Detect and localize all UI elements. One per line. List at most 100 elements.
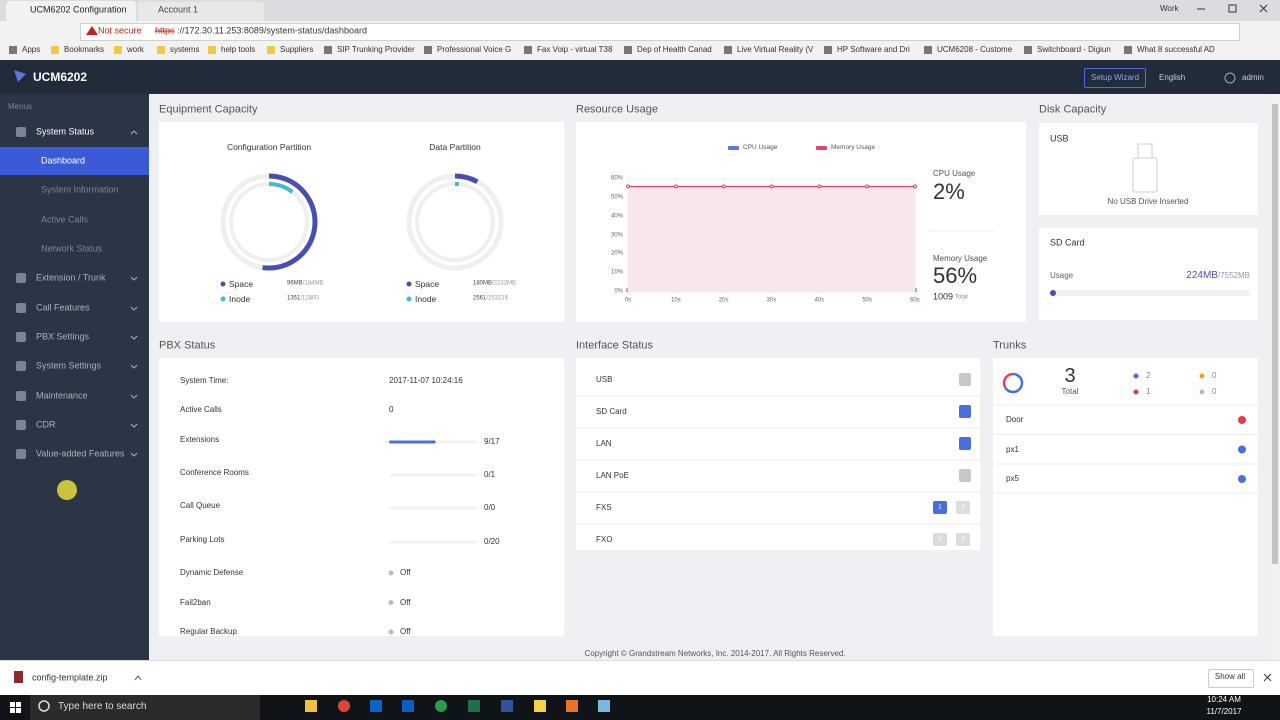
section-title: PBX Status xyxy=(159,339,216,352)
download-file[interactable]: config-template.zip xyxy=(32,672,108,683)
submenu-item[interactable]: Network Status xyxy=(41,243,103,254)
section-title: Equipment Capacity xyxy=(159,103,258,116)
y-tick-label: 60% xyxy=(610,175,623,182)
menu-item[interactable]: Value-added Features xyxy=(36,448,125,459)
section-title: Disk Capacity xyxy=(1039,103,1107,116)
tab-strip xyxy=(0,0,1280,21)
usage-used: 1351 xyxy=(287,295,301,302)
trunk-stat: 1 xyxy=(1146,387,1151,397)
trunk-total-label: Total xyxy=(1061,387,1079,397)
sidebar xyxy=(0,94,149,660)
bookmark[interactable]: systems xyxy=(170,45,200,55)
status-label: Parking Lots xyxy=(180,535,225,545)
show-all-button[interactable] xyxy=(1208,669,1254,688)
bookmark[interactable]: Switchboard - Digiun xyxy=(1037,45,1111,55)
usage-used: 224MB xyxy=(1186,270,1218,281)
scrollbar xyxy=(1270,94,1280,660)
panel-resource xyxy=(576,122,1026,322)
section-title: Trunks xyxy=(993,339,1027,352)
active-tab[interactable] xyxy=(6,1,136,21)
legend-label: Inode xyxy=(229,293,251,304)
download-bar xyxy=(0,660,1280,696)
bookmark[interactable]: Dep of Health Canad xyxy=(637,45,712,55)
bookmark[interactable]: UCM6208 - Custome xyxy=(937,45,1013,55)
status-label: Active Calls xyxy=(180,405,222,415)
menu-item[interactable]: PBX Settings xyxy=(36,331,90,342)
section-title: Resource Usage xyxy=(576,103,658,116)
url-scheme: https xyxy=(155,25,175,36)
bookmark[interactable]: work xyxy=(127,45,144,55)
panel-sd xyxy=(1039,228,1258,320)
y-tick-label: 30% xyxy=(610,231,623,238)
legend-label: Inode xyxy=(415,293,437,304)
port-number: 2 xyxy=(961,504,965,511)
bookmark[interactable]: Bookmarks xyxy=(64,45,105,55)
menu-item[interactable]: System Settings xyxy=(36,360,102,371)
stat-label: Memory Usage xyxy=(933,254,988,264)
trunk-name[interactable]: px5 xyxy=(1006,474,1019,484)
user-menu[interactable]: admin xyxy=(1242,73,1264,83)
trunk-name[interactable]: px1 xyxy=(1006,444,1019,454)
status-value: 0/20 xyxy=(484,537,500,547)
legend-label[interactable]: Memory Usage xyxy=(831,144,876,152)
menu-item[interactable]: System Status xyxy=(36,126,95,137)
usage-total: /153216 xyxy=(486,295,509,302)
trunk-name[interactable]: Door xyxy=(1006,415,1024,425)
bookmark[interactable]: SIP Trunking Provider xyxy=(337,45,415,55)
x-tick-label: 10s xyxy=(670,297,681,304)
language-select[interactable]: English xyxy=(1159,73,1186,83)
panel-interface xyxy=(576,358,980,550)
y-tick-label: 50% xyxy=(610,194,623,201)
y-tick-label: 20% xyxy=(610,250,623,257)
sidebar-active-item[interactable] xyxy=(0,147,149,175)
interface-name: USB xyxy=(596,375,613,385)
submenu-item[interactable]: Active Calls xyxy=(41,214,89,225)
x-tick-label: 50s xyxy=(862,297,872,304)
menu-item[interactable]: Maintenance xyxy=(36,390,88,401)
address-bar[interactable] xyxy=(80,23,1240,41)
panel-pbx xyxy=(159,358,564,636)
status-value: 0/0 xyxy=(484,503,496,513)
status-label: Conference Rooms xyxy=(180,468,249,478)
usage-label: Usage xyxy=(1050,271,1074,281)
usage-total: /12800 xyxy=(300,295,319,302)
bookmark[interactable]: Fax Voip - virtual T38 xyxy=(537,45,613,55)
partition-name: Data Partition xyxy=(429,141,481,152)
status-label: Fail2ban xyxy=(180,597,211,607)
port-number: 2 xyxy=(961,536,965,543)
usage-total: /2232MB xyxy=(492,280,517,287)
usage-used: 2561 xyxy=(473,295,487,302)
show-all[interactable]: Show all xyxy=(1214,672,1246,682)
clock-date: 11/7/2017 xyxy=(1206,707,1242,717)
menu-item[interactable]: Extension / Trunk xyxy=(36,272,106,283)
bookmark[interactable]: Apps xyxy=(22,45,41,55)
bookmark[interactable]: Professional Voice G xyxy=(437,45,512,55)
bookmark[interactable]: HP Software and Dri xyxy=(837,45,910,55)
submenu-item[interactable]: Dashboard xyxy=(41,155,86,166)
y-tick-label: 40% xyxy=(610,213,623,220)
taskbar-search[interactable] xyxy=(30,695,260,720)
partition-name: Configuration Partition xyxy=(226,141,312,152)
menu-item[interactable]: CDR xyxy=(36,419,56,430)
legend-label: Space xyxy=(229,278,254,289)
bookmark[interactable]: help tools xyxy=(221,45,256,55)
x-tick-label: 40s xyxy=(814,297,825,304)
bookmark[interactable]: What 8 successful AD xyxy=(1137,45,1215,55)
status-value: 2017-11-07 10:24:16 xyxy=(389,376,463,386)
setup-wizard[interactable]: Setup Wizard xyxy=(1091,73,1140,83)
setup-wizard-button[interactable] xyxy=(1084,68,1146,88)
tab-title[interactable]: UCM6202 Configuration xyxy=(30,4,127,15)
menu-item[interactable]: Call Features xyxy=(36,302,90,313)
stat-label: CPU Usage xyxy=(933,169,976,179)
legend-label[interactable]: CPU Usage xyxy=(743,144,778,152)
tab-title[interactable]: Account 1 xyxy=(158,4,199,15)
clock-time: 10:24 AM xyxy=(1207,695,1241,705)
interface-name: LAN PoE xyxy=(596,471,629,481)
search-placeholder[interactable]: Type here to search xyxy=(58,701,147,712)
bookmark[interactable]: Suppliers xyxy=(280,45,314,55)
inactive-tab[interactable] xyxy=(138,2,264,21)
bookmark[interactable]: Live Virtual Reality (V xyxy=(737,45,814,55)
sidebar-title: Menus xyxy=(8,102,33,112)
submenu-item[interactable]: System Information xyxy=(41,184,119,195)
scrollbar-thumb[interactable] xyxy=(1272,104,1278,564)
